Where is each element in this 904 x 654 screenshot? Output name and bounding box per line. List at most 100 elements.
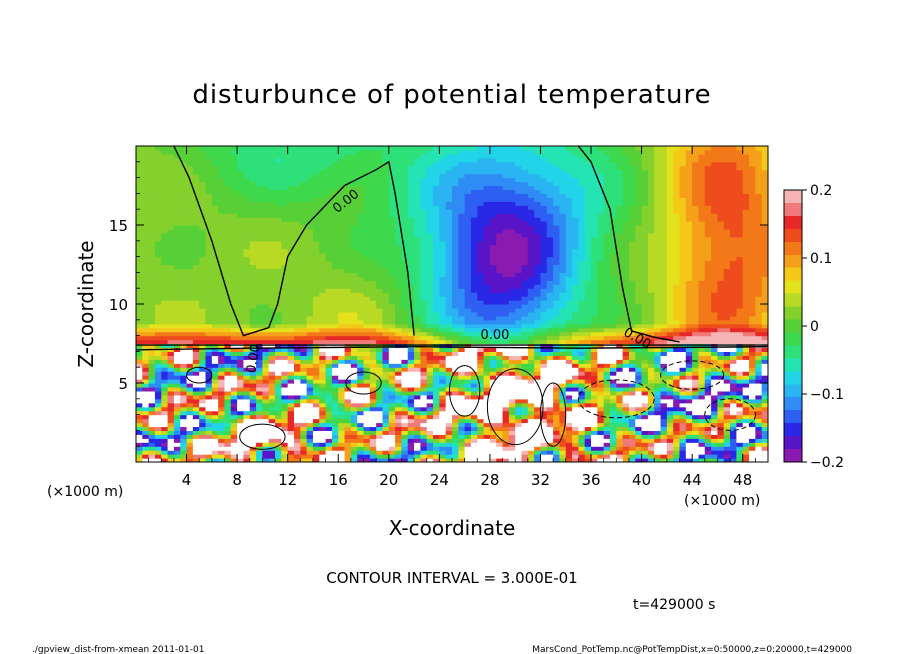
- heatmap-cell: [287, 319, 295, 325]
- heatmap-cell: [338, 177, 346, 183]
- heatmap-cell: [262, 264, 270, 270]
- heatmap-cell: [376, 209, 384, 214]
- heatmap-cell: [433, 394, 440, 400]
- heatmap-cell: [154, 446, 162, 451]
- heatmap-cell: [527, 402, 535, 408]
- heatmap-cell: [218, 383, 226, 388]
- heatmap-cell: [237, 173, 245, 179]
- heatmap-cell: [218, 240, 226, 246]
- heatmap-cell: [426, 434, 434, 439]
- heatmap-cell: [363, 383, 371, 388]
- heatmap-cell: [376, 371, 384, 376]
- heatmap-cell: [154, 450, 162, 455]
- heatmap-cell: [376, 375, 384, 380]
- heatmap-cell: [344, 458, 352, 462]
- heatmap-cell: [376, 386, 384, 392]
- heatmap-cell: [369, 161, 377, 167]
- heatmap-cell: [205, 165, 213, 171]
- heatmap-cell: [426, 165, 434, 171]
- heatmap-cell: [243, 189, 251, 194]
- heatmap-cell: [199, 327, 207, 333]
- heatmap-cell: [382, 339, 390, 345]
- heatmap-cell: [167, 383, 175, 388]
- heatmap-cell: [154, 221, 162, 226]
- heatmap-cell: [464, 153, 472, 159]
- heatmap-cell: [211, 185, 219, 191]
- heatmap-cell: [306, 181, 314, 187]
- heatmap-cell: [515, 276, 523, 281]
- heatmap-cell: [161, 197, 169, 202]
- heatmap-cell: [433, 454, 440, 459]
- heatmap-cell: [306, 454, 314, 459]
- heatmap-cell: [344, 244, 352, 250]
- heatmap-cell: [363, 193, 371, 198]
- heatmap-cell: [515, 422, 523, 428]
- heatmap-cell: [211, 236, 219, 242]
- heatmap-cell: [249, 193, 257, 198]
- heatmap-cell: [148, 181, 156, 187]
- heatmap-cell: [192, 347, 200, 352]
- heatmap-cell: [395, 410, 403, 416]
- heatmap-cell: [300, 359, 308, 364]
- heatmap-cell: [502, 402, 510, 408]
- heatmap-cell: [363, 442, 371, 447]
- heatmap-cell: [136, 331, 143, 337]
- heatmap-cell: [136, 402, 143, 408]
- heatmap-cell: [477, 418, 485, 424]
- heatmap-cell: [180, 418, 188, 424]
- heatmap-cell: [205, 315, 213, 321]
- heatmap-cell: [521, 351, 529, 356]
- heatmap-cell: [445, 213, 453, 218]
- heatmap-cell: [350, 351, 358, 356]
- heatmap-cell: [154, 153, 162, 159]
- heatmap-cell: [312, 418, 320, 424]
- heatmap-cell: [401, 335, 409, 341]
- heatmap-cell: [161, 438, 169, 443]
- heatmap-cell: [414, 454, 421, 459]
- heatmap-cell: [414, 217, 421, 222]
- heatmap-cell: [142, 189, 150, 194]
- heatmap-cell: [300, 458, 308, 462]
- heatmap-cell: [243, 422, 251, 428]
- heatmap-cell: [262, 272, 270, 277]
- heatmap-cell: [395, 272, 403, 277]
- heatmap-cell: [502, 394, 510, 400]
- heatmap-cell: [306, 323, 314, 329]
- heatmap-cell: [275, 359, 282, 364]
- heatmap-cell: [268, 450, 276, 455]
- heatmap-cell: [154, 272, 162, 277]
- heatmap-cell: [388, 209, 396, 214]
- heatmap-cell: [407, 296, 415, 301]
- heatmap-cell: [458, 181, 466, 187]
- heatmap-cell: [325, 146, 333, 151]
- heatmap-cell: [502, 146, 510, 151]
- heatmap-cell: [414, 193, 421, 198]
- heatmap-cell: [256, 232, 263, 238]
- heatmap-cell: [287, 236, 295, 242]
- heatmap-cell: [306, 153, 314, 159]
- heatmap-cell: [350, 319, 358, 325]
- heatmap-cell: [445, 355, 453, 360]
- heatmap-cell: [407, 323, 415, 329]
- heatmap-cell: [376, 379, 384, 384]
- heatmap-cell: [224, 430, 232, 435]
- heatmap-cell: [395, 390, 403, 396]
- heatmap-cell: [306, 430, 314, 435]
- heatmap-cell: [414, 319, 421, 325]
- heatmap-cell: [205, 304, 213, 309]
- heatmap-cell: [496, 371, 504, 376]
- heatmap-cell: [464, 339, 472, 345]
- heatmap-cell: [275, 181, 282, 187]
- heatmap-cell: [426, 315, 434, 321]
- heatmap-cell: [363, 173, 371, 179]
- heatmap-cell: [275, 217, 282, 222]
- heatmap-cell: [173, 454, 181, 459]
- heatmap-cell: [420, 177, 428, 183]
- heatmap-cell: [167, 410, 175, 416]
- heatmap-cell: [268, 209, 276, 214]
- heatmap-cell: [508, 375, 516, 380]
- heatmap-cell: [230, 292, 238, 297]
- heatmap-cell: [433, 209, 440, 214]
- heatmap-cell: [192, 209, 200, 214]
- heatmap-cell: [515, 386, 523, 392]
